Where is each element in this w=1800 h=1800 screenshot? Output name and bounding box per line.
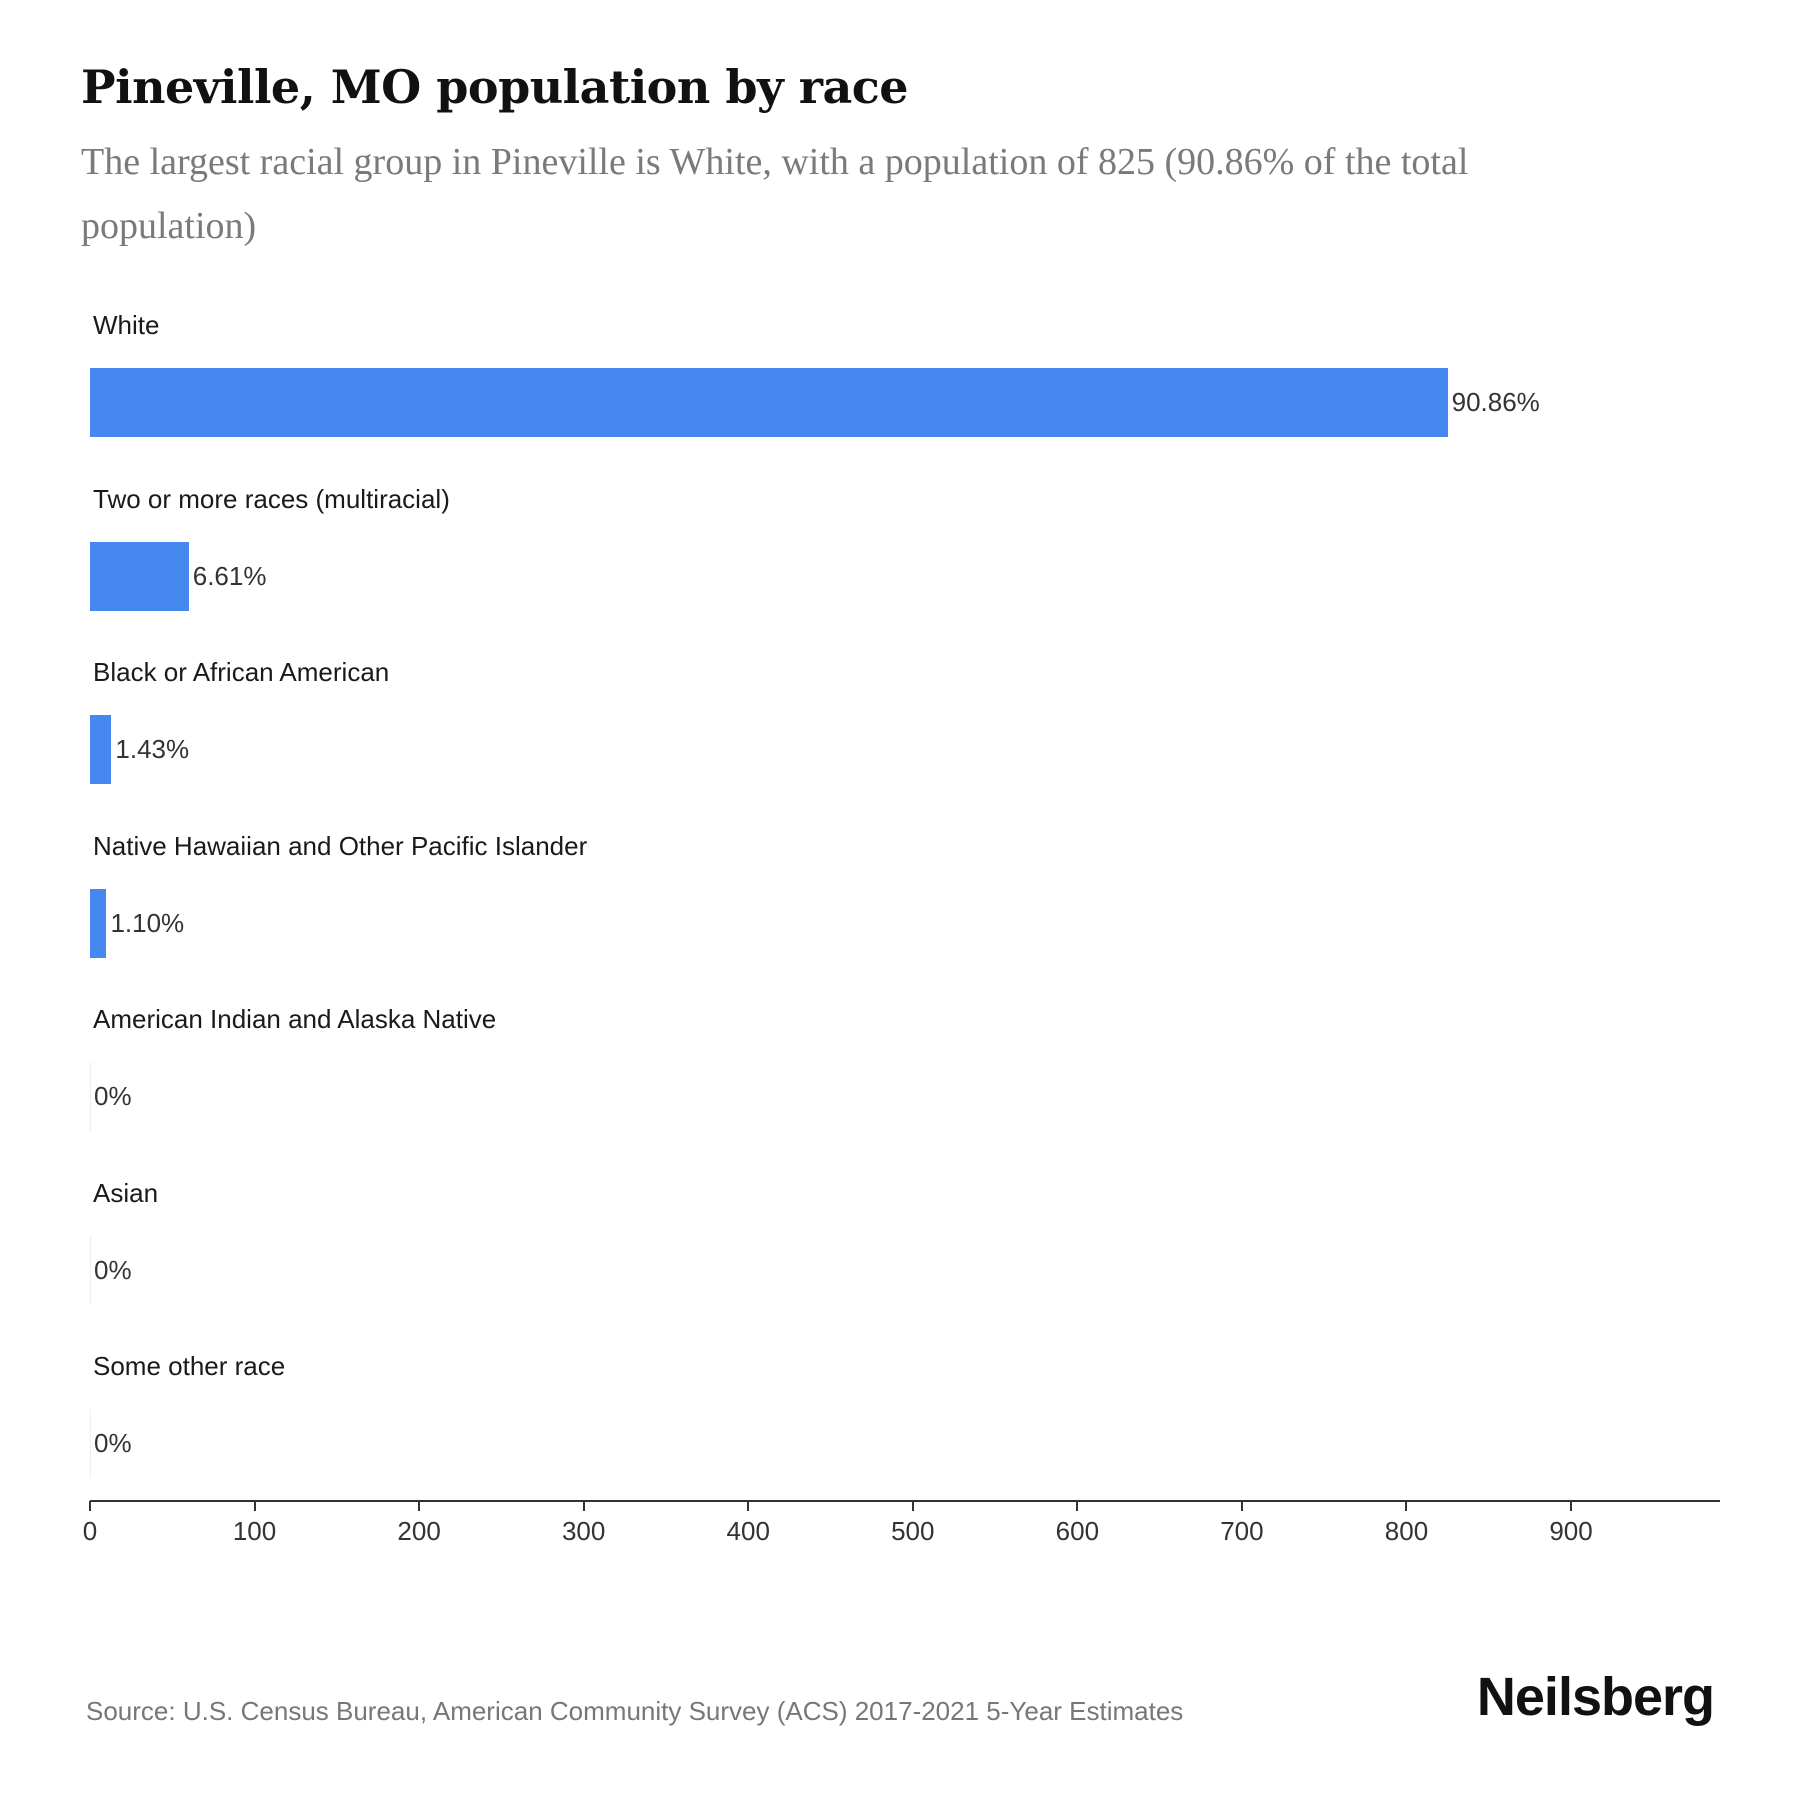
bar [90, 715, 112, 784]
category-label: Asian [93, 1177, 159, 1208]
x-axis-tick [1076, 1501, 1079, 1511]
neilsberg-logo: Neilsberg [1476, 1667, 1715, 1727]
x-axis-tick-label: 0 [82, 1516, 98, 1546]
x-axis-tick [418, 1501, 421, 1511]
x-axis-tick-label: 200 [397, 1516, 441, 1546]
chart-subtitle: The largest racial group in Pineville is… [81, 141, 1469, 247]
x-axis-tick [1240, 1501, 1243, 1511]
x-axis-tick [911, 1501, 914, 1511]
bar [90, 368, 1448, 437]
bar-value-label: 0% [94, 1254, 132, 1285]
x-axis-tick [1570, 1501, 1573, 1511]
chart-title: Pineville, MO population by race [81, 60, 909, 114]
x-axis-tick-label: 400 [726, 1516, 770, 1546]
zero-bar [90, 1062, 91, 1131]
category-label: Native Hawaiian and Other Pacific Island… [93, 830, 588, 861]
bar-value-label: 6.61% [192, 560, 267, 591]
category-label: American Indian and Alaska Native [93, 1004, 497, 1034]
bar-value-label: 1.43% [115, 734, 190, 764]
x-axis-tick-label: 600 [1055, 1516, 1100, 1546]
category-label: White [93, 310, 160, 340]
x-axis-tick-label: 300 [561, 1516, 606, 1546]
category-label: Some other race [93, 1351, 286, 1381]
category-label: Two or more races (multiracial) [93, 483, 450, 514]
x-axis-tick [582, 1501, 585, 1511]
zero-bar [90, 1409, 91, 1478]
bar-value-label: 1.10% [110, 907, 185, 938]
x-axis-tick [253, 1501, 256, 1511]
bar-value-label: 0% [94, 1428, 132, 1458]
x-axis-tick-label: 900 [1549, 1516, 1593, 1546]
x-axis-tick-label: 800 [1384, 1516, 1429, 1546]
zero-bar [90, 1235, 91, 1305]
x-axis-line [90, 1500, 1720, 1502]
x-axis-tick [89, 1501, 91, 1511]
x-axis-tick-label: 700 [1220, 1516, 1264, 1546]
bar [90, 888, 107, 958]
source-note: Source: U.S. Census Bureau, American Com… [86, 1696, 1184, 1726]
x-axis-tick-label: 100 [232, 1516, 277, 1546]
category-label: Black or African American [93, 657, 390, 687]
x-axis-tick [1405, 1501, 1408, 1511]
bar-value-label: 90.86% [1451, 387, 1540, 417]
bar [90, 541, 189, 611]
bar-value-label: 0% [94, 1081, 132, 1111]
x-axis-tick-label: 500 [891, 1516, 935, 1546]
x-axis-tick [747, 1501, 750, 1511]
